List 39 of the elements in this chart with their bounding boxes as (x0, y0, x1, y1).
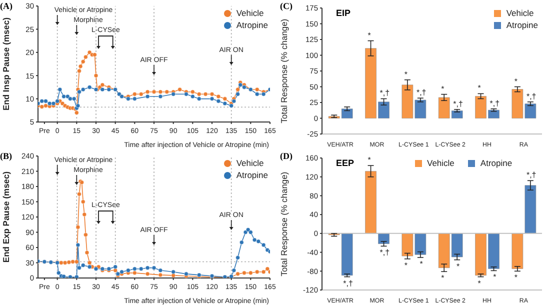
y-axis-title: Total Response (% change) (279, 172, 290, 276)
annotation: *,† (380, 248, 390, 258)
annotation: * (404, 70, 408, 79)
legend-label: Atropine (480, 158, 512, 168)
legend-label: Atropine (236, 170, 268, 180)
annotation: * (441, 84, 444, 94)
chart-title: EIP (336, 8, 351, 18)
annotation: *,† (453, 99, 463, 108)
legend-label: Atropine (236, 20, 268, 30)
chart-title: EEP (336, 158, 354, 168)
annotation: *,† (490, 98, 500, 108)
legend-label: Vehicle (427, 158, 454, 168)
y-axis-title: End Insp Pause (msec) (1, 17, 12, 111)
text: (D) (280, 151, 292, 161)
legend-label: Vehicle (236, 8, 264, 18)
annotation: * (514, 273, 518, 282)
annotation: *,† (416, 88, 426, 98)
y-axis-title: End Exp Pause (msec) (1, 171, 12, 263)
text: (C) (280, 1, 292, 11)
annotation: * (456, 262, 460, 271)
annotation: *,† (380, 88, 390, 98)
annotation: *,† (526, 170, 536, 180)
legend-label: Vehicle (506, 8, 534, 18)
annotation: * (493, 272, 496, 282)
y-axis-title: Total Response (% change) (279, 18, 290, 124)
text: (A) (0, 1, 12, 11)
annotation: * (368, 156, 371, 165)
annotation: * (514, 76, 518, 86)
annotation: * (404, 260, 408, 270)
annotation: *,† (526, 92, 536, 101)
annotation: * (420, 259, 423, 268)
legend-label: Atropine (506, 20, 538, 30)
annotation: * (368, 30, 371, 40)
annotation: *,† (343, 278, 353, 288)
annotation: * (478, 278, 481, 288)
annotation: * (441, 274, 444, 283)
text: (B) (0, 151, 12, 161)
annotation: * (478, 84, 481, 93)
legend-label: Vehicle (236, 158, 264, 168)
